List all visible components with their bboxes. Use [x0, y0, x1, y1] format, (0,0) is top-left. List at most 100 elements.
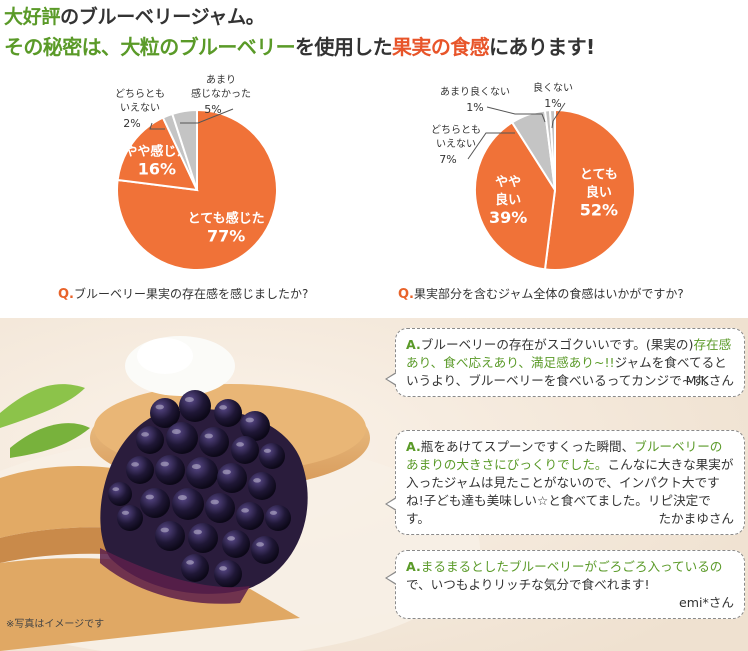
blueberry-highlight [131, 462, 140, 467]
blueberry [136, 426, 164, 454]
slice-value-label: 2% [123, 117, 140, 130]
headline-line2: その秘密は、大粒のブルーベリーを使用した果実の食感にあります! [4, 35, 595, 59]
testimonial-3-author: emi*さん [679, 595, 734, 610]
chart1-question: Q.ブルーベリー果実の存在感を感じましたか? [58, 287, 309, 302]
blueberry [108, 482, 132, 506]
testimonial-2-author: たかまゆさん [658, 511, 734, 526]
mint-leaf-1 [0, 384, 85, 428]
pie-charts: とても感じた77%やや感じた16%どちらともいえない2%あまり感じなかった5%と… [115, 74, 636, 271]
mint-leaf-2 [10, 423, 90, 458]
slice-label: とても感じた [188, 211, 265, 227]
slice-label: 感じなかった [191, 87, 251, 100]
blueberry [150, 398, 180, 428]
leader-line [486, 106, 546, 123]
blueberry [140, 488, 170, 518]
blueberry [259, 443, 285, 469]
blueberry-highlight [263, 448, 272, 453]
blueberry-highlight [204, 433, 213, 439]
blueberry [217, 463, 247, 493]
slice-label: いえない [120, 102, 160, 114]
testimonial-1-author: M.Kさん [685, 373, 734, 388]
speech-tail [385, 372, 397, 386]
slice-value-label: 5% [204, 103, 221, 116]
speech-tail [385, 497, 397, 511]
blueberry [231, 436, 259, 464]
slice-value-label: 7% [439, 153, 456, 166]
slice-value-label: 1% [544, 97, 561, 110]
blueberry-jam [108, 390, 291, 588]
blueberry [214, 399, 242, 427]
blueberry-highlight [191, 464, 201, 470]
chart2-question: Q.果実部分を含むジャム全体の食感はいかがですか? [398, 287, 684, 302]
blueberry [248, 472, 276, 500]
headline-line1: 大好評のブルーベリージャム。 [4, 6, 265, 28]
blueberry-highlight [219, 405, 228, 410]
blueberry-highlight [269, 510, 278, 515]
blueberry [265, 505, 291, 531]
blueberry [205, 493, 235, 523]
pie-slice [548, 108, 556, 191]
blueberry [222, 530, 250, 558]
blueberry-highlight [145, 494, 154, 500]
blueberry-highlight [236, 442, 245, 447]
blueberry-highlight [227, 536, 236, 541]
pancake-photo [0, 318, 748, 651]
blueberry [155, 455, 185, 485]
blueberry-highlight [184, 397, 194, 403]
slice-value-label: 39% [489, 208, 527, 227]
photo-note: ※写真はイメージです [6, 619, 105, 630]
pie-slice [543, 108, 636, 271]
blueberry-highlight [193, 529, 202, 535]
slice-value-label: 52% [580, 200, 618, 219]
blueberry-highlight [121, 510, 130, 515]
slice-label: やや [495, 175, 521, 190]
blueberry [186, 457, 218, 489]
leader-line [180, 108, 234, 124]
blueberry [251, 536, 279, 564]
slice-label: とても [580, 167, 618, 182]
blueberry-highlight [256, 542, 265, 547]
blueberry-highlight [241, 508, 250, 513]
blueberry [126, 456, 154, 484]
blueberry-highlight [219, 566, 228, 571]
pie-slice [116, 116, 199, 192]
blueberry [188, 523, 218, 553]
blueberry [199, 427, 229, 457]
slice-label: やや感じた [124, 143, 189, 159]
slice-label: いえない [436, 138, 476, 150]
slice-label: どちらとも [431, 124, 481, 136]
blueberry-highlight [186, 560, 195, 565]
slice-value-label: 16% [138, 159, 176, 178]
blueberry-highlight [160, 527, 169, 533]
blueberry [166, 422, 198, 454]
blueberry-highlight [160, 461, 169, 467]
blueberry-highlight [141, 432, 150, 437]
speech-tail [385, 571, 397, 585]
blueberry [172, 488, 204, 520]
slice-label: 良くない [533, 81, 573, 94]
leader-line [551, 102, 566, 129]
blueberry [240, 411, 270, 441]
blueberry [181, 554, 209, 582]
blueberry [236, 502, 264, 530]
blueberry-highlight [253, 478, 262, 483]
blueberry-highlight [112, 487, 120, 492]
blueberry-highlight [171, 429, 181, 435]
slice-label: 良い [586, 184, 612, 200]
blueberry-highlight [210, 499, 219, 505]
blueberry-highlight [155, 404, 164, 410]
slice-label: あまり良くない [440, 85, 510, 98]
testimonial-2: A.瓶をあけてスプーンですくった瞬間、ブルーベリーのあまりの大きさにびっくりでし… [385, 430, 745, 535]
blueberry-highlight [177, 495, 187, 501]
testimonial-3: A.まるまるとしたブルーベリーがごろごろ入っているので、いつもよりリッチな気分で… [385, 550, 745, 619]
leader-line [149, 122, 165, 130]
slice-value-label: 1% [466, 101, 483, 114]
blueberry [214, 560, 242, 588]
blueberry [155, 521, 185, 551]
blueberry-highlight [245, 417, 254, 423]
slice-value-label: 77% [207, 227, 245, 246]
blueberry [117, 505, 143, 531]
blueberry-highlight [222, 469, 231, 475]
slice-label: どちらとも [115, 88, 165, 100]
